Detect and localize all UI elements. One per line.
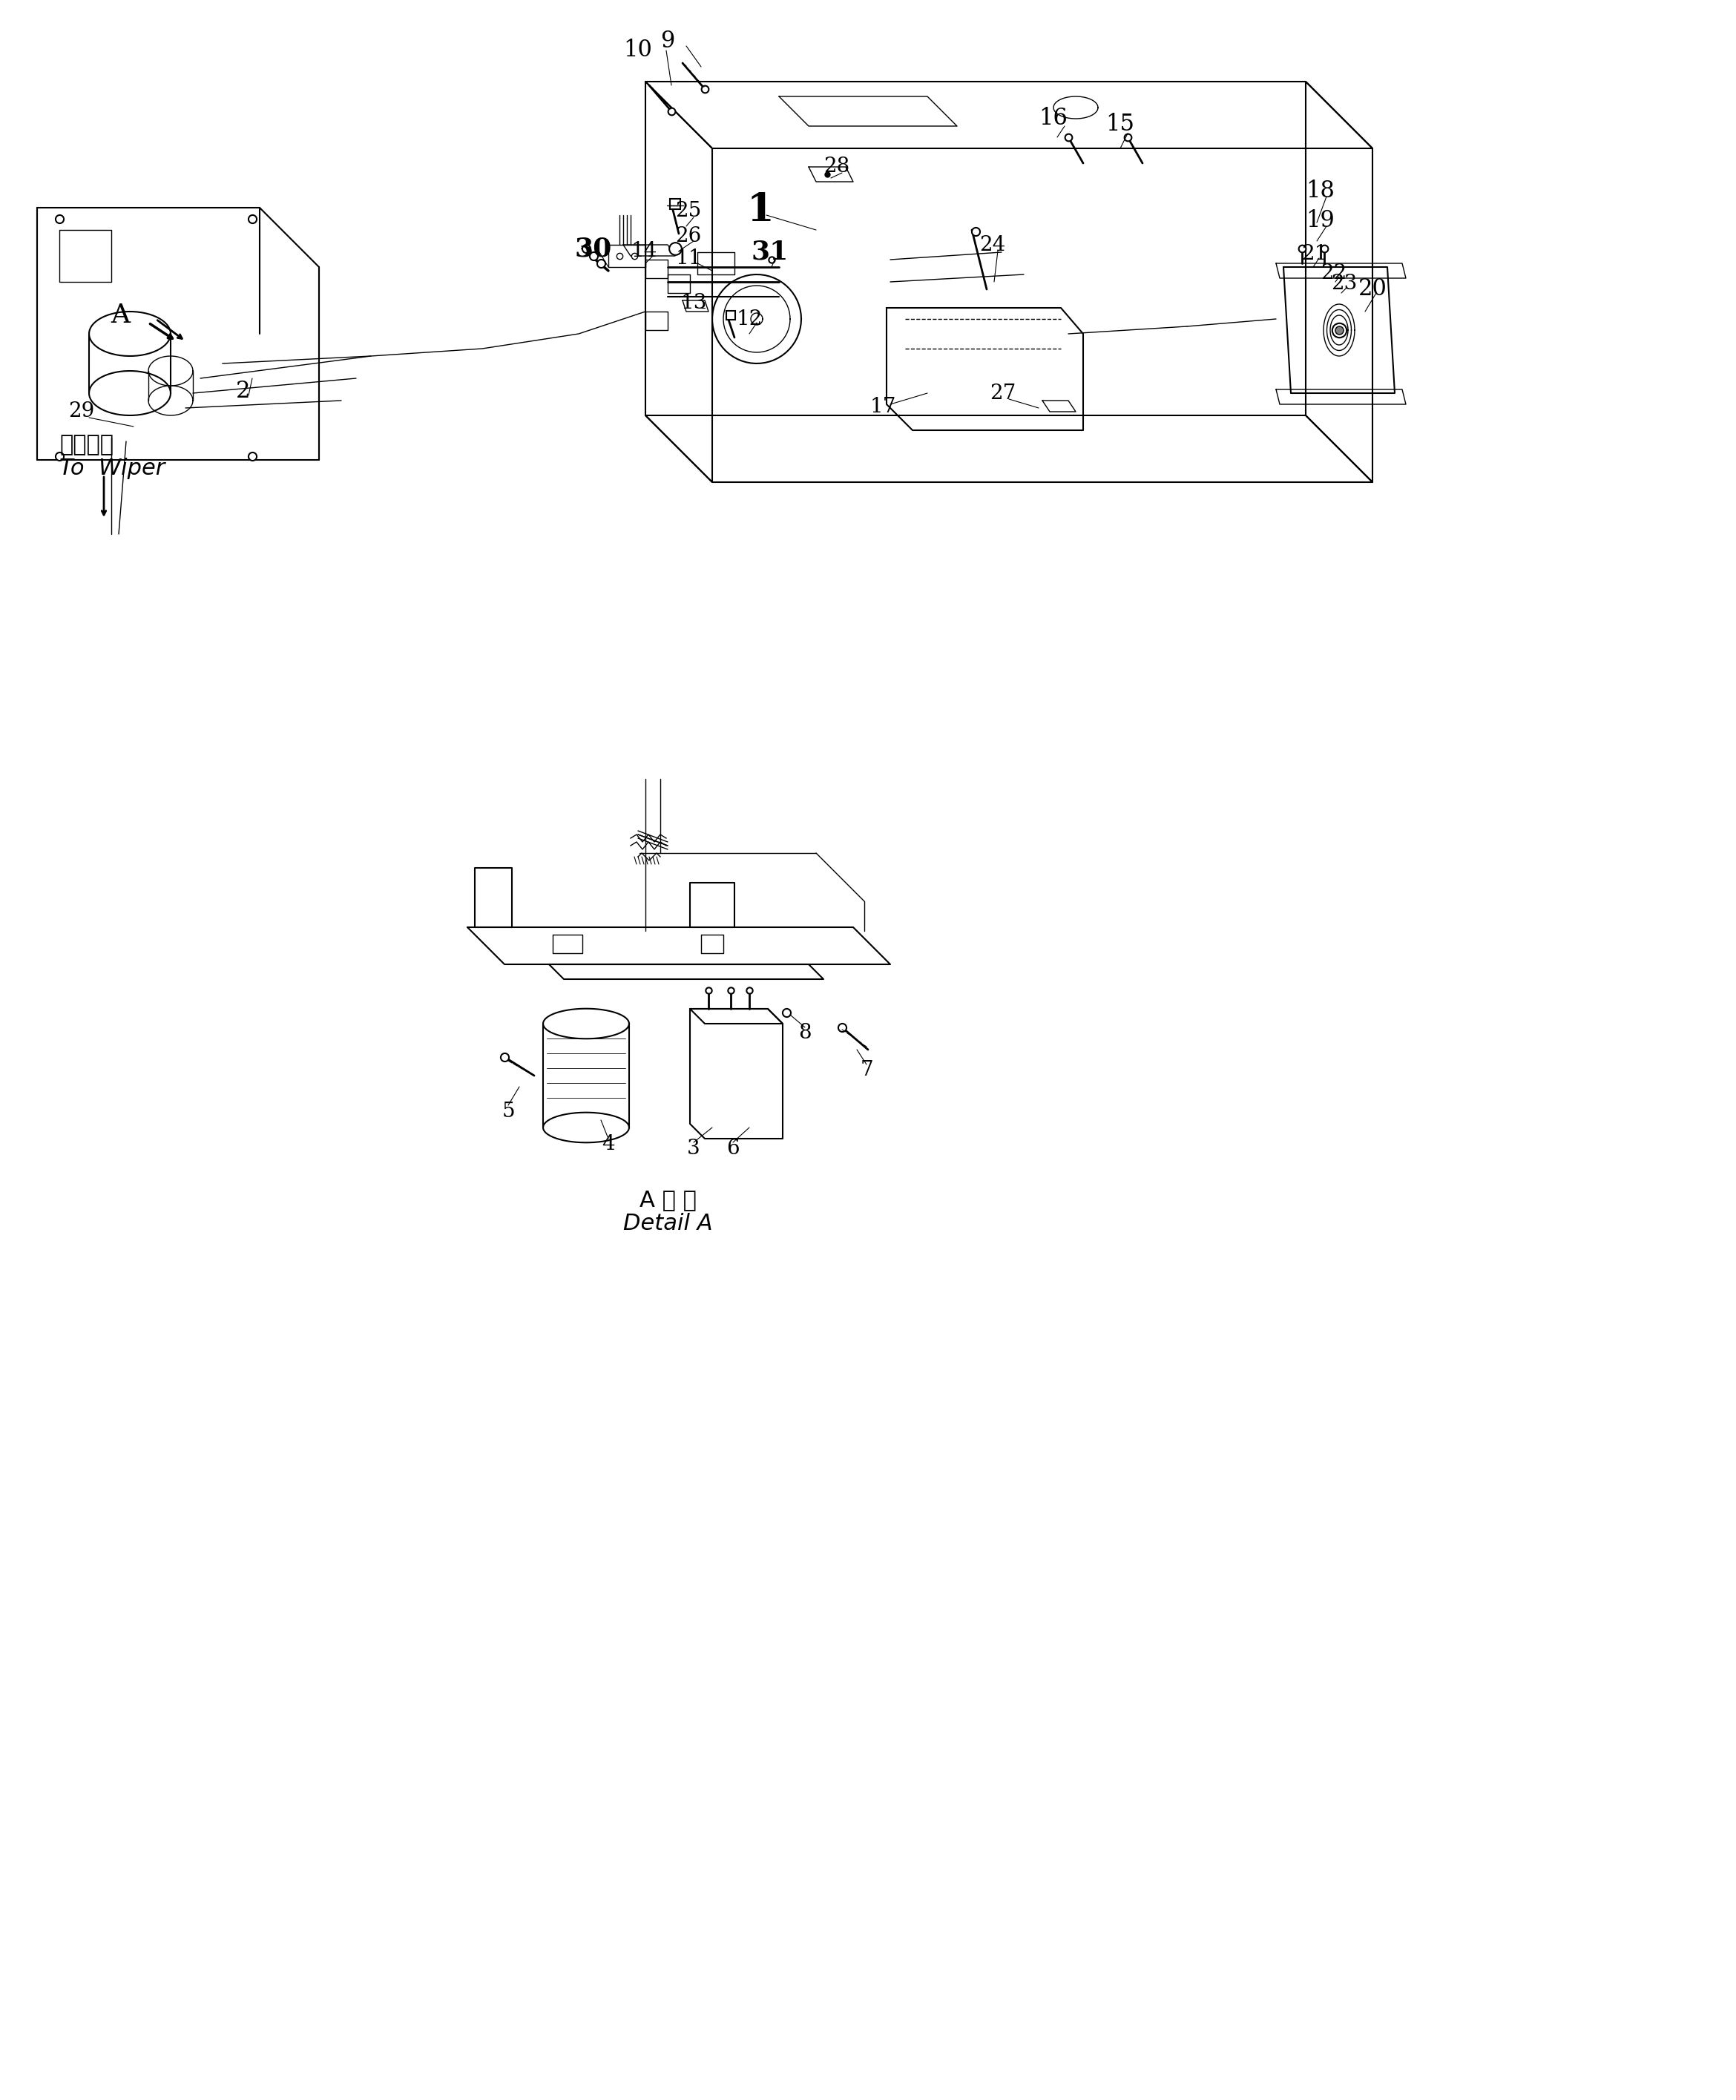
Text: 15: 15 <box>1106 113 1135 136</box>
Text: 30: 30 <box>575 235 613 260</box>
Text: 22: 22 <box>1321 262 1347 284</box>
Text: 18: 18 <box>1305 181 1335 204</box>
Text: 28: 28 <box>825 158 851 176</box>
Text: 23: 23 <box>1332 275 1358 294</box>
Text: 20: 20 <box>1358 277 1387 300</box>
Text: 31: 31 <box>752 239 788 265</box>
Text: 12: 12 <box>736 309 762 330</box>
Text: 24: 24 <box>979 235 1005 254</box>
Text: 19: 19 <box>1305 210 1335 233</box>
Text: 8: 8 <box>799 1023 811 1044</box>
Text: 10: 10 <box>623 40 653 61</box>
Text: 21: 21 <box>1302 244 1328 265</box>
Text: 13: 13 <box>681 292 707 313</box>
Text: 17: 17 <box>870 397 896 416</box>
Text: 27: 27 <box>990 382 1016 403</box>
Text: 9: 9 <box>661 29 675 52</box>
Text: ワイパへ: ワイパへ <box>59 435 113 456</box>
Text: 26: 26 <box>675 227 701 246</box>
Text: 16: 16 <box>1040 107 1068 130</box>
Text: 4: 4 <box>602 1134 615 1155</box>
Text: 1: 1 <box>746 191 774 229</box>
Text: 5: 5 <box>502 1100 516 1121</box>
Text: 6: 6 <box>726 1138 740 1159</box>
Text: 7: 7 <box>859 1060 873 1079</box>
Text: A 詳 細: A 詳 細 <box>639 1189 696 1212</box>
Text: 25: 25 <box>675 202 701 220</box>
Text: A: A <box>111 302 130 328</box>
Text: 3: 3 <box>687 1138 700 1159</box>
Text: 2: 2 <box>236 380 250 403</box>
Text: 29: 29 <box>68 401 95 422</box>
Text: 11: 11 <box>675 248 701 269</box>
Text: 14: 14 <box>630 242 656 260</box>
Text: To  Wiper: To Wiper <box>59 458 165 479</box>
Text: Detail A: Detail A <box>623 1214 712 1235</box>
